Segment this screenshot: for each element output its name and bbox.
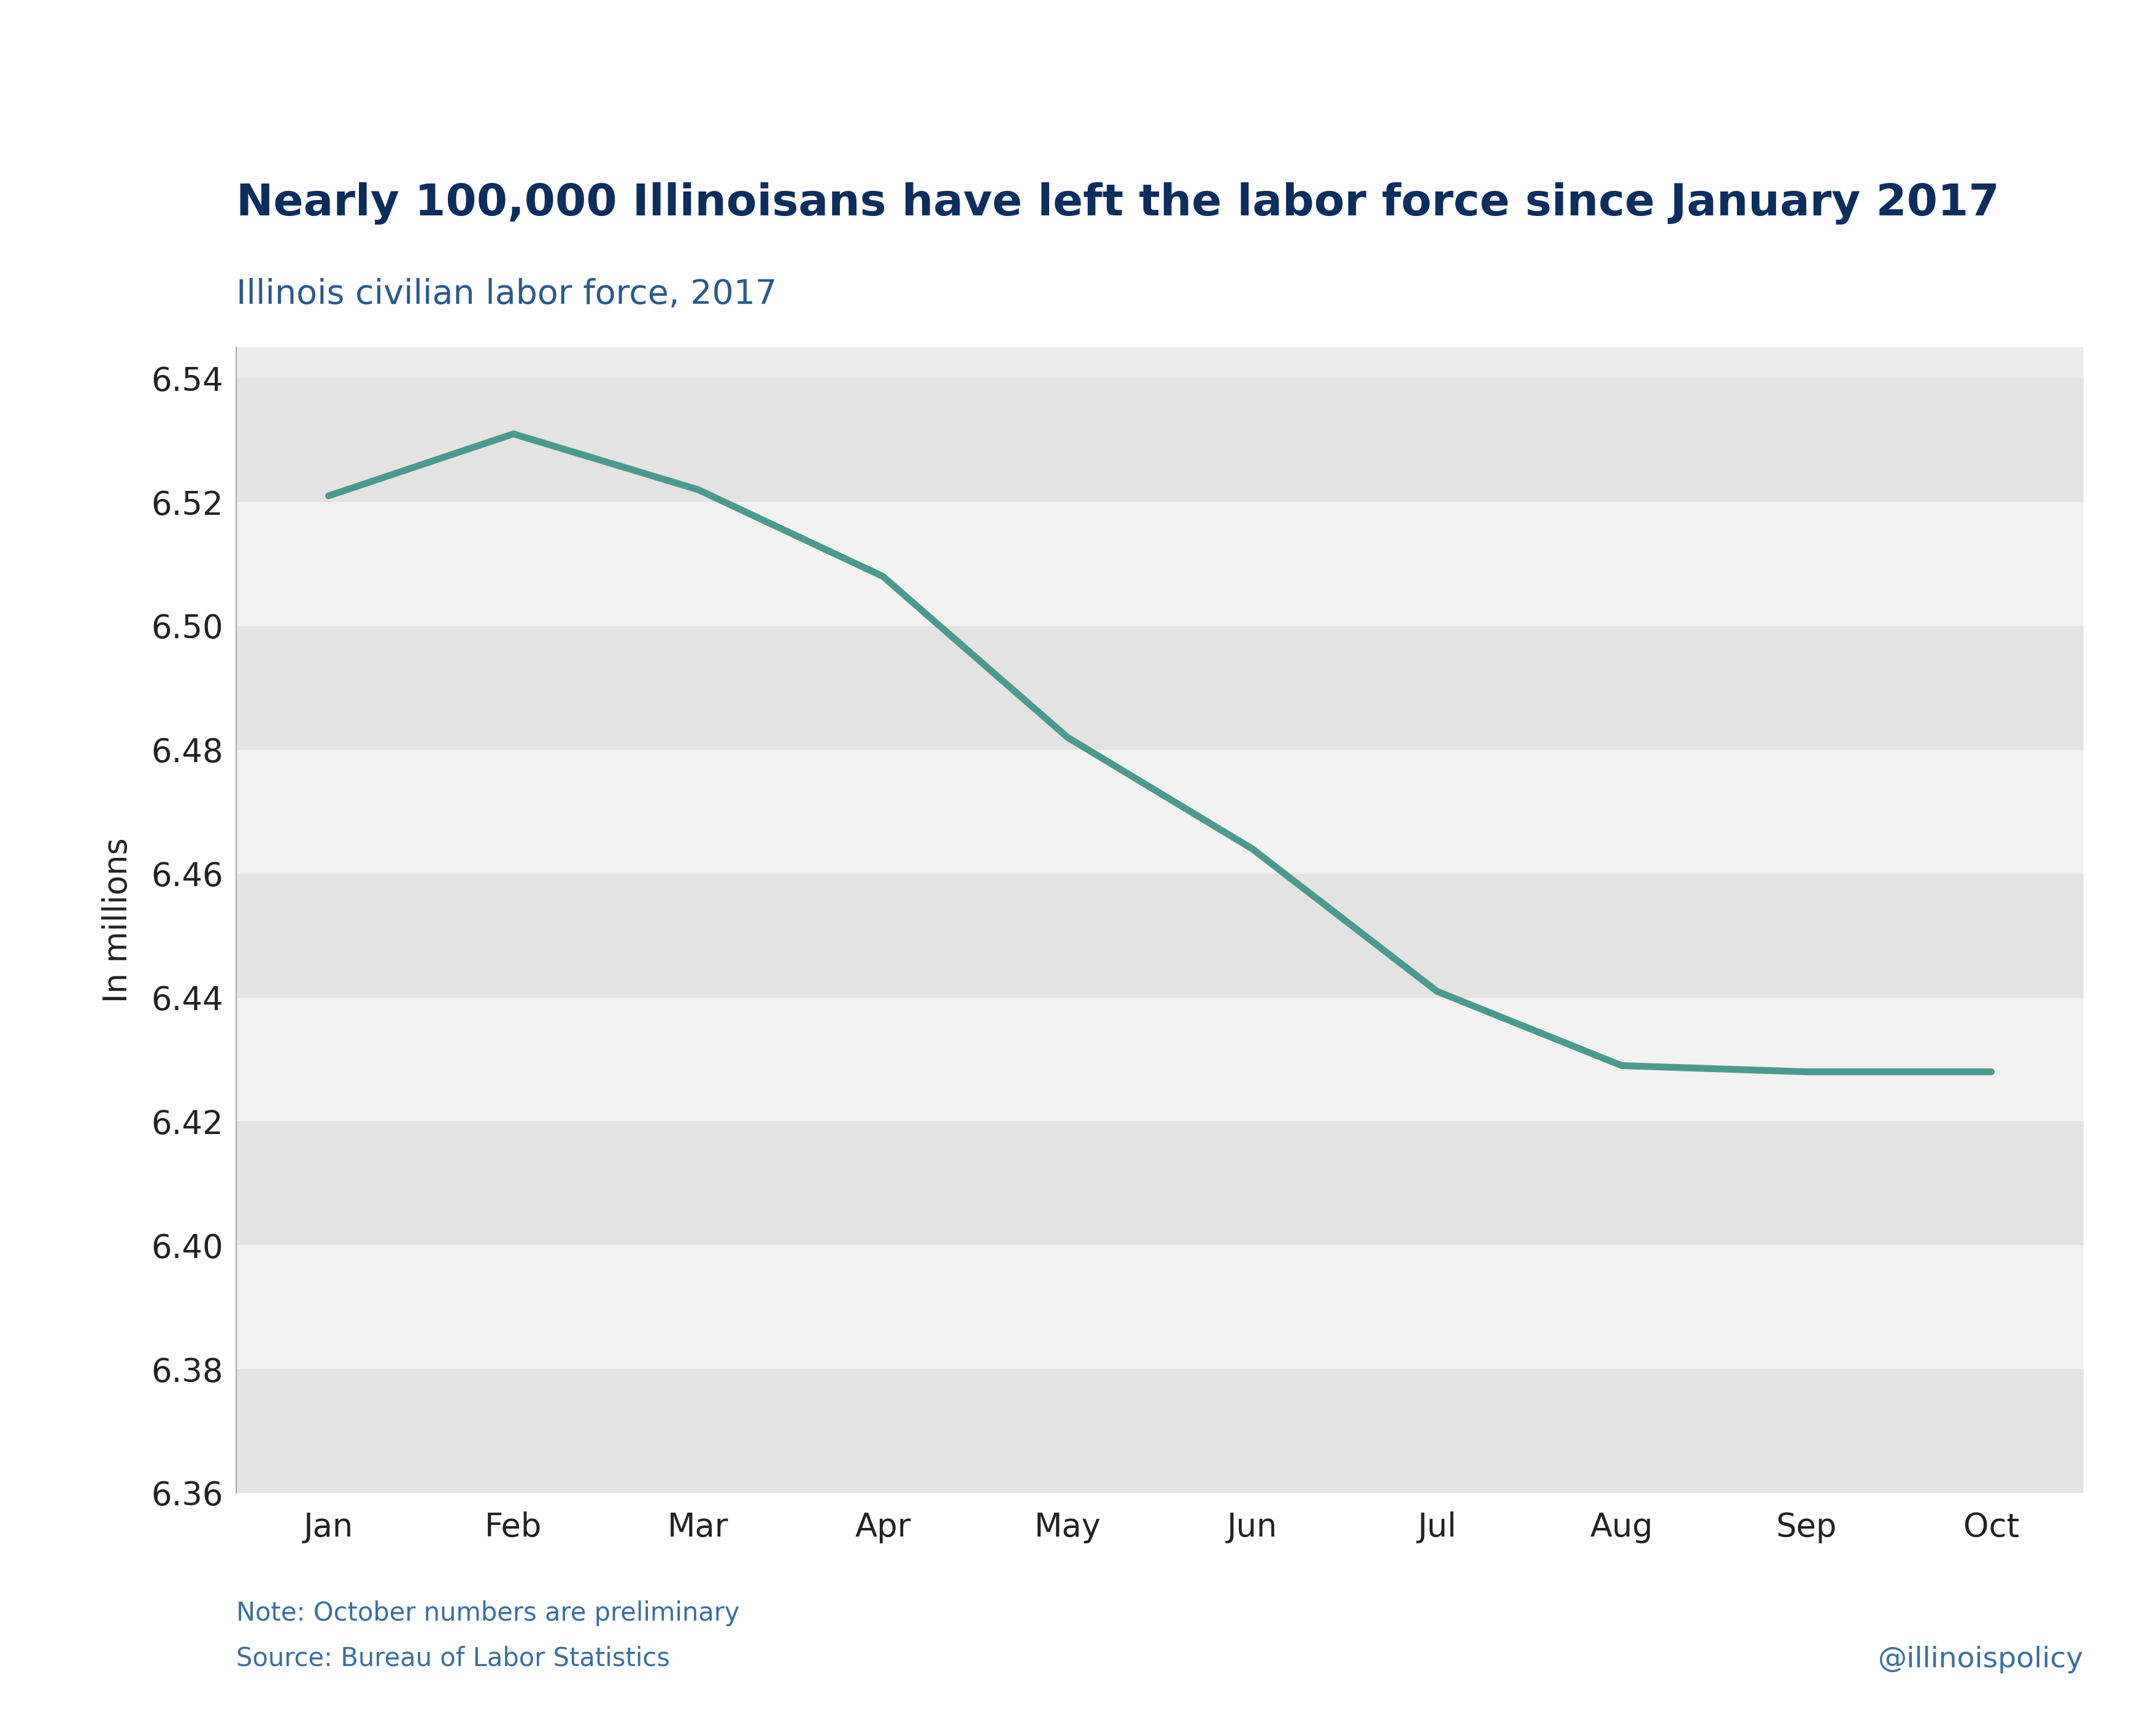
Bar <box>236 627 2084 750</box>
Text: Note: October numbers are preliminary: Note: October numbers are preliminary <box>236 1601 739 1627</box>
Text: @illinoispolicy: @illinoispolicy <box>1877 1646 2084 1674</box>
Text: Illinois civilian labor force, 2017: Illinois civilian labor force, 2017 <box>236 278 778 311</box>
Text: Source: Bureau of Labor Statistics: Source: Bureau of Labor Statistics <box>236 1646 670 1672</box>
Text: Nearly 100,000 Illinoisans have left the labor force since January 2017: Nearly 100,000 Illinoisans have left the… <box>236 182 2000 224</box>
Bar <box>236 998 2084 1121</box>
Bar <box>236 873 2084 998</box>
Bar <box>236 502 2084 627</box>
Bar <box>236 1121 2084 1245</box>
Bar <box>236 378 2084 502</box>
Bar <box>236 750 2084 873</box>
Bar <box>236 1370 2084 1493</box>
Y-axis label: In millions: In millions <box>101 837 133 1003</box>
Bar <box>236 1245 2084 1370</box>
